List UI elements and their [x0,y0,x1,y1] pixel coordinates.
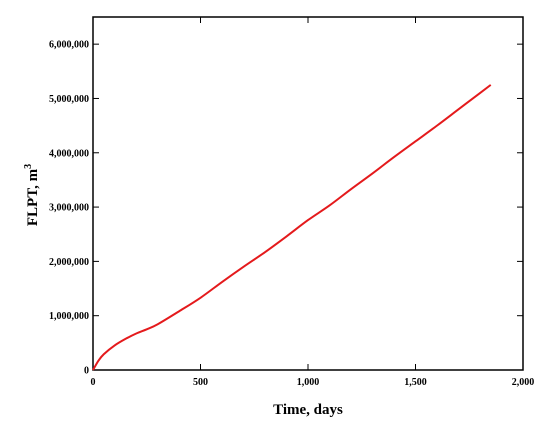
x-tick-label-0: 0 [91,377,96,388]
y-axis-label-superscript: 3 [23,164,34,169]
x-axis-ticks: 0 500 1,000 1,500 2,000 [91,17,535,388]
y-tick-label-4: 4,000,000 [49,148,89,159]
x-tick-label-1: 500 [193,377,208,388]
y-axis-ticks: 0 1,000,000 2,000,000 3,000,000 4,000,000 5,0… [49,40,523,377]
y-tick-label-1: 1,000,000 [49,311,89,322]
x-tick-label-4: 2,000 [512,377,535,388]
x-tick-label-3: 1,500 [404,377,427,388]
y-tick-label-2: 2,000,000 [49,257,89,268]
plot-frame [92,16,524,371]
y-axis-label-text: FLPT, m [25,168,41,226]
y-tick-label-3: 3,000,000 [49,203,89,214]
x-tick-label-2: 1,000 [297,377,320,388]
y-tick-label-0: 0 [84,366,89,377]
series-line-flpt [92,84,492,371]
y-tick-label-5: 5,000,000 [49,94,89,105]
y-axis-label: FLPT, m3 [23,164,41,226]
y-tick-label-6: 6,000,000 [49,40,89,51]
x-axis-label: Time, days [273,402,343,418]
